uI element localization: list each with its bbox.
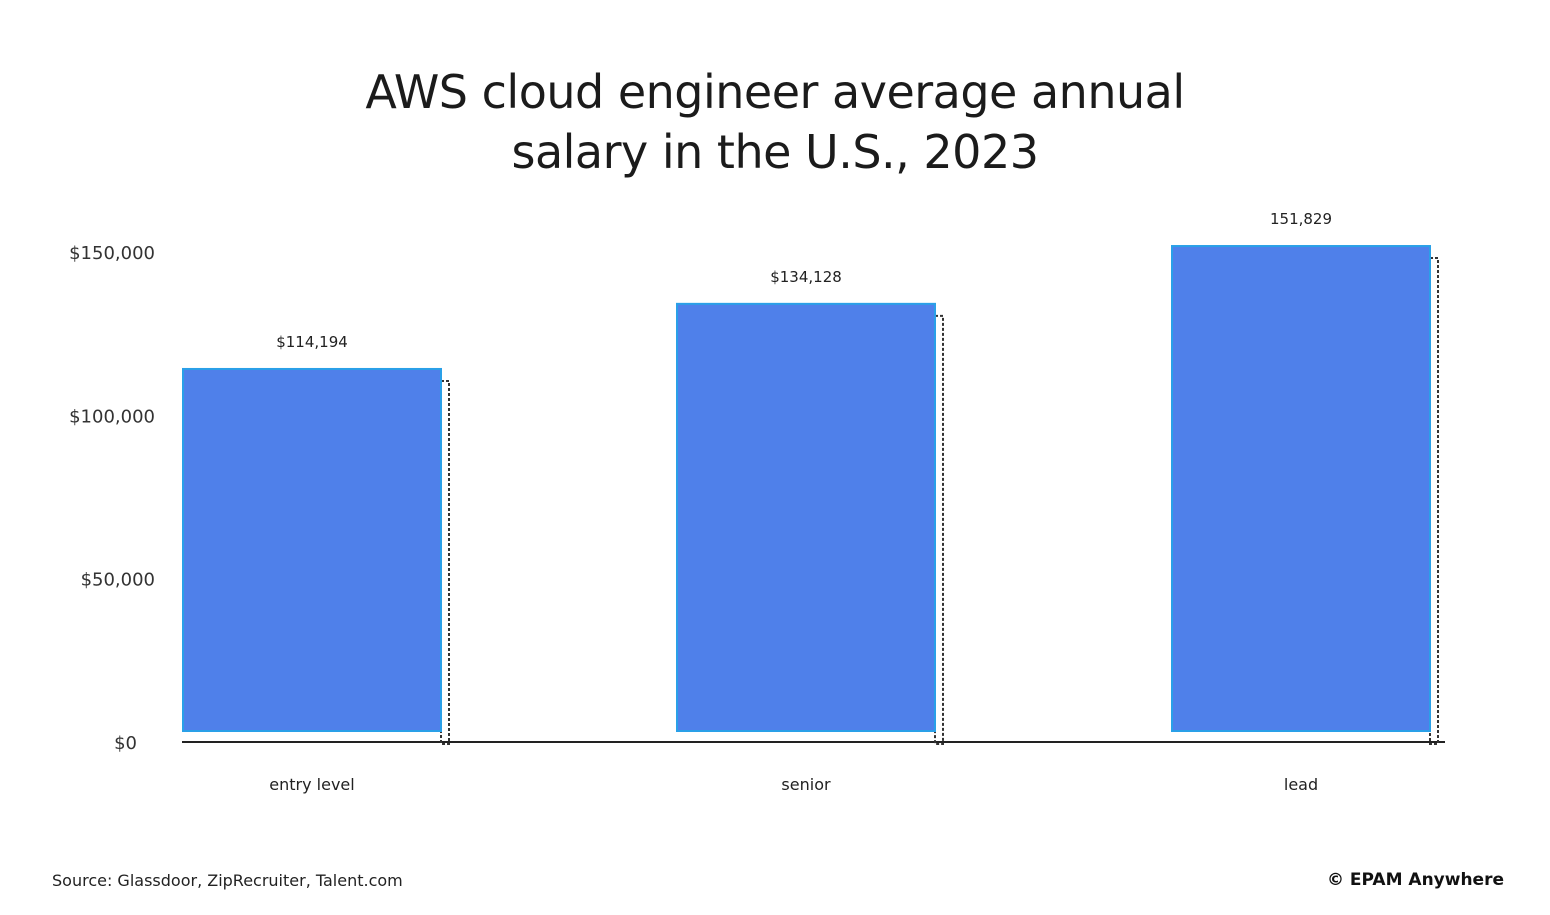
- bar-shadow: [1429, 257, 1439, 745]
- source-note: Source: Glassdoor, ZipRecruiter, Talent.…: [52, 871, 403, 890]
- brand-logo: © EPAM Anywhere: [1326, 870, 1504, 890]
- y-tick-label: $0: [114, 733, 137, 754]
- y-tick-label: $150,000: [69, 243, 155, 264]
- chart-title: AWS cloud engineer average annual salary …: [365, 65, 1185, 179]
- x-tick-label: lead: [1284, 775, 1318, 794]
- bar-lead: [1171, 245, 1431, 732]
- bar-shadow: [440, 379, 450, 745]
- x-tick-label: senior: [781, 775, 831, 794]
- data-label: $114,194: [276, 333, 348, 351]
- x-tick-label: entry level: [269, 775, 354, 794]
- bar-senior: [676, 302, 936, 732]
- data-label: 151,829: [1270, 210, 1332, 228]
- bar-entry-level: [182, 367, 442, 732]
- y-tick-label: $50,000: [81, 570, 155, 591]
- bar-shadow: [934, 314, 944, 745]
- data-label: $134,128: [770, 268, 842, 286]
- y-tick-label: $100,000: [69, 406, 155, 427]
